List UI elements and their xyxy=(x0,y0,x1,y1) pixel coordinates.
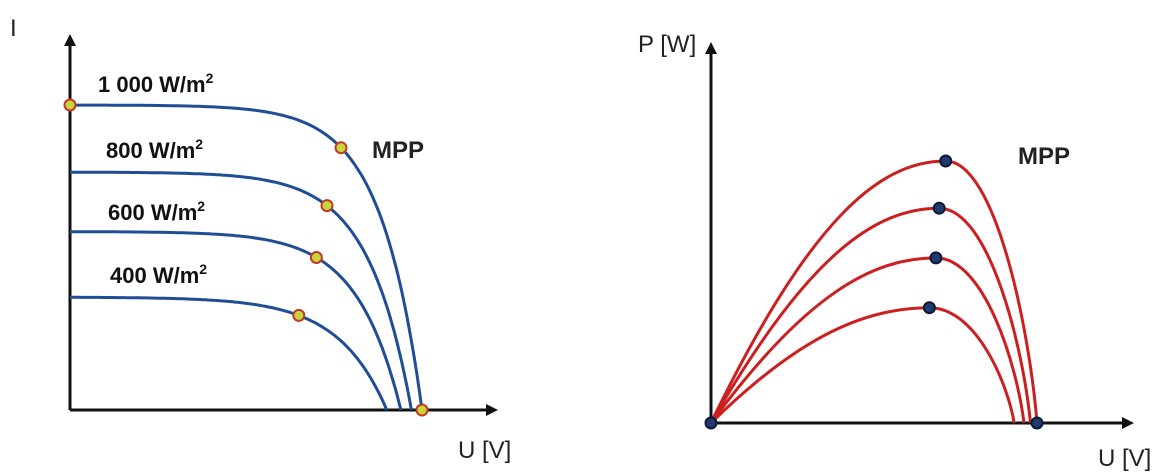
iu-series-label: 600 W/m2 xyxy=(108,198,205,225)
iu-curve xyxy=(70,170,413,411)
iu-curve xyxy=(70,230,403,411)
pu-curve xyxy=(709,306,1016,425)
iu-series-label: 400 W/m2 xyxy=(110,261,207,288)
pu-mpp-marker xyxy=(929,251,943,265)
pu-curves xyxy=(709,159,1039,425)
iu-mpp-marker xyxy=(334,141,348,155)
iu-series-1: 800 W/m2 xyxy=(70,136,413,411)
iu-chart: I U [V] MPP 1 000 W/m2 800 W/m2 600 W/m2… xyxy=(10,15,511,464)
pu-curve xyxy=(709,256,1026,424)
pu-origin-marker xyxy=(704,416,718,430)
iu-mpp-marker xyxy=(320,199,334,213)
iu-series-2: 600 W/m2 xyxy=(70,198,403,411)
pu-chart: P [W] U [V] MPP xyxy=(638,31,1151,472)
pu-mpp-marker xyxy=(922,301,936,315)
pu-mpp-label: MPP xyxy=(1018,143,1070,170)
iu-series-name: 600 W/m xyxy=(108,200,197,225)
iu-mpp-marker xyxy=(292,308,306,322)
iu-mpp-marker xyxy=(309,251,323,264)
pu-mpp-marker xyxy=(932,201,946,215)
iu-x-axis-label: U [V] xyxy=(458,437,511,464)
iu-series-superscript: 2 xyxy=(206,70,214,86)
iu-y-axis-label: I xyxy=(10,15,17,42)
pu-markers xyxy=(704,154,1044,430)
iu-series-name: 800 W/m xyxy=(106,138,195,163)
iu-isc-marker xyxy=(63,98,77,112)
iu-series-label: 1 000 W/m2 xyxy=(98,70,214,97)
iu-series-name: 1 000 W/m xyxy=(98,72,206,97)
pu-curve xyxy=(709,159,1039,424)
iu-voc-marker xyxy=(415,403,429,417)
iu-series-3: 400 W/m2 xyxy=(70,261,389,411)
iu-curve xyxy=(70,103,424,411)
iu-series-name: 400 W/m xyxy=(110,263,199,288)
iu-markers xyxy=(63,98,429,417)
pu-voc-marker xyxy=(1030,416,1044,430)
iu-series-superscript: 2 xyxy=(199,261,207,277)
iu-series-superscript: 2 xyxy=(195,136,203,152)
iu-series-superscript: 2 xyxy=(197,198,205,214)
iu-mpp-label: MPP xyxy=(372,137,424,164)
pu-mpp-marker xyxy=(939,154,953,168)
iu-series-label: 800 W/m2 xyxy=(106,136,203,163)
iu-series-0: 1 000 W/m2 xyxy=(70,70,424,411)
pu-x-axis-label: U [V] xyxy=(1098,445,1151,472)
iu-curve xyxy=(70,295,389,411)
pu-y-axis-label: P [W] xyxy=(638,31,696,58)
